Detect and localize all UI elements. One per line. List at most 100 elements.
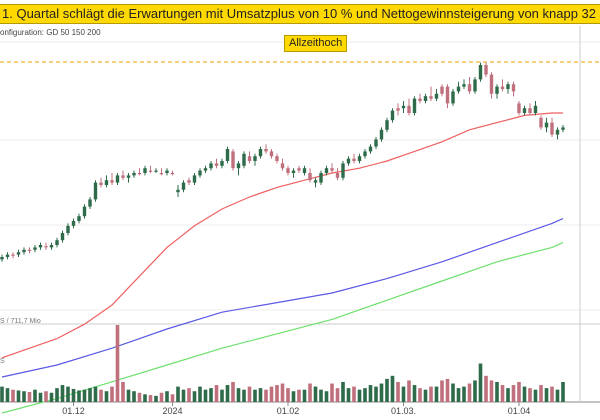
volume-bar-21 [115,325,120,402]
volume-bar-83 [456,388,461,402]
volume-bar-60 [330,383,334,402]
candle-body-15 [82,206,87,217]
volume-bar-86 [473,380,477,402]
volume-bar-3 [16,390,21,402]
candle-80 [440,84,444,97]
candle-21 [115,173,120,185]
configuration-label: onfiguration: GD 50 150 200 [0,28,101,37]
volume-bar-93 [511,385,516,402]
candle-66 [363,149,367,159]
candle-12 [66,223,70,236]
candle-body-62 [341,163,345,178]
candle-54 [297,165,301,173]
candle-body-55 [302,168,307,173]
volume-bar-92 [506,388,510,402]
volume-bar-4 [22,391,26,402]
candle-body-34 [187,180,191,183]
candle-body-32 [176,189,180,193]
candle-body-46 [253,156,257,161]
candle-50 [275,153,279,164]
volume-bar-79 [434,386,439,402]
candle-body-8 [44,246,48,248]
volume-bar-23 [126,389,131,402]
candle-8 [44,242,48,250]
candle-33 [181,180,186,193]
volume-bar-37 [203,389,208,402]
sma150-line [1,218,564,378]
news-headline-banner[interactable]: 1. Quartal schlägt die Erwartungen mit U… [0,4,600,24]
volume-bar-22 [121,381,125,402]
candle-32 [176,185,180,197]
volume-bar-31 [170,394,175,402]
volume-bar-61 [335,388,340,402]
volume-bar-72 [396,381,400,402]
candle-11 [60,230,65,243]
candle-body-87 [478,65,483,80]
candle-body-85 [467,84,472,92]
volume-bar-29 [159,392,164,402]
volume-bar-24 [132,391,136,402]
candle-body-102 [561,127,565,130]
x-tick-label-1: 2024 [162,406,182,416]
volume-bar-28 [154,395,158,402]
candle-body-41 [225,149,230,161]
candle-58 [319,170,323,185]
candle-45 [247,151,252,164]
candle-body-66 [363,151,367,157]
candle-81 [445,84,450,109]
candle-55 [302,165,307,176]
candle-body-91 [500,86,505,89]
candle-body-1 [5,254,10,257]
volume-bar-0 [0,386,4,402]
volume-bar-43 [236,388,241,402]
candle-body-83 [456,86,461,92]
candle-body-99 [544,122,549,128]
sma50-line [1,112,563,359]
candle-body-80 [440,86,444,94]
candle-0 [0,254,4,262]
volume-bar-77 [423,389,428,402]
volume-bar-56 [308,383,312,402]
candle-39 [214,158,219,169]
candle-85 [467,77,472,94]
candle-30 [165,168,169,176]
candle-body-20 [110,180,114,183]
candle-65 [357,153,362,164]
candle-body-28 [154,170,158,172]
volume-bar-8 [44,391,48,402]
volume-bar-44 [242,389,246,402]
candle-34 [187,177,191,185]
candle-body-65 [357,156,362,161]
candle-body-73 [401,105,406,109]
volume-bar-96 [528,388,532,402]
volume-bar-74 [407,380,411,402]
volume-bar-48 [264,389,268,402]
candle-95 [522,105,527,116]
volume-bar-89 [489,380,494,402]
candle-59 [324,165,329,176]
x-tick-label-2: 01.02 [277,406,300,416]
volume-bar-52 [286,388,290,402]
candle-body-47 [258,149,263,157]
volume-bar-51 [280,383,285,402]
candle-body-70 [385,120,389,130]
candle-40 [220,158,224,169]
candle-body-78 [429,96,433,99]
candle-body-45 [247,156,252,161]
candle-18 [99,177,103,188]
candle-88 [484,62,488,77]
volume-bar-63 [346,388,351,402]
candle-body-25 [137,173,142,175]
candle-body-30 [165,170,169,173]
volume-bar-40 [220,389,224,402]
volume-bar-80 [440,380,444,402]
volume-bar-87 [478,363,483,402]
candle-body-88 [484,65,488,75]
candle-63 [346,156,351,166]
volume-bar-75 [412,385,417,402]
candlesticks [0,62,565,262]
candle-body-14 [77,216,81,221]
volume-bars [0,325,565,402]
